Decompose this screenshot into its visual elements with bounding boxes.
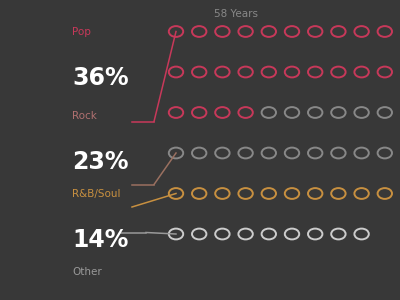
Text: R&B/Soul: R&B/Soul (72, 189, 120, 199)
Text: Pop: Pop (72, 27, 91, 37)
Text: 14%: 14% (72, 228, 128, 252)
Text: 23%: 23% (72, 150, 128, 174)
Text: Rock: Rock (72, 111, 97, 121)
Text: Other: Other (72, 267, 102, 277)
Text: 36%: 36% (72, 66, 129, 90)
Text: 58 Years: 58 Years (214, 9, 258, 19)
